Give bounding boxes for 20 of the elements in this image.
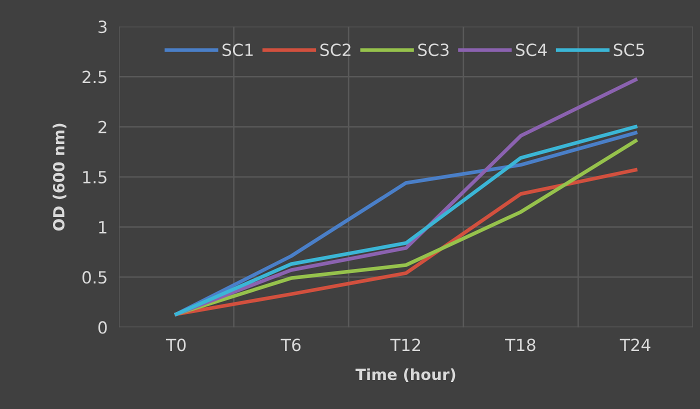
y-tick-label: 1	[99, 221, 106, 234]
legend-label: SC1	[222, 44, 253, 56]
y-tick-label: 3	[98, 20, 107, 34]
y-tick-label: 2	[98, 120, 106, 134]
x-axis-title: Time (hour)	[356, 368, 456, 382]
x-tick-label: T0	[166, 338, 186, 352]
y-axis-title: OD (600 nm)	[52, 124, 66, 231]
x-tick-label: T18	[505, 338, 536, 352]
legend-label: SC3	[418, 44, 449, 56]
x-tick-label: T6	[280, 338, 301, 352]
y-tick-label: 1.5	[83, 171, 106, 184]
legend-label: SC4	[516, 44, 547, 56]
y-tick-label: 2.5	[82, 70, 106, 84]
line-series	[174, 168, 638, 316]
y-tick-label: 0.5	[82, 271, 106, 284]
x-tick-label: T24	[620, 338, 650, 351]
legend-label: SC2	[320, 44, 350, 56]
y-tick-label: 0	[98, 321, 107, 334]
x-tick-label: T12	[390, 338, 420, 351]
legend-label: SC5	[614, 44, 644, 56]
